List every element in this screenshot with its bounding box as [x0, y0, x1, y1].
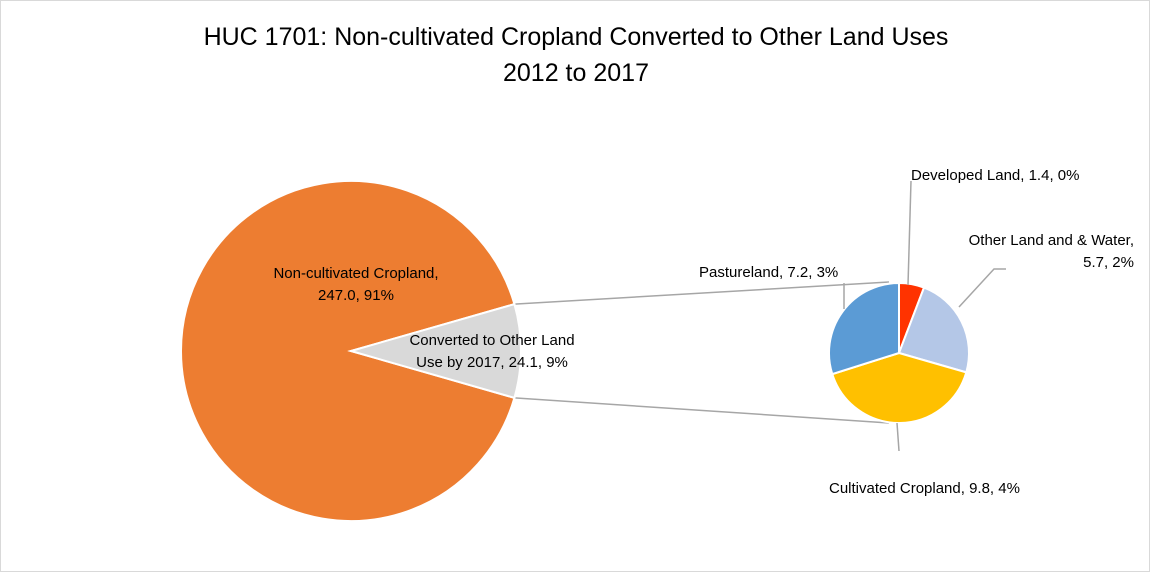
chart-title: HUC 1701: Non-cultivated Cropland Conver… — [203, 23, 949, 51]
data-labels: Non-cultivated Cropland, 247.0, 91% Conver… — [273, 167, 1134, 497]
main-pie — [179, 180, 522, 522]
connector-lines — [514, 281, 890, 424]
data-label-non-cultivated-cropland: Non-cultivated Cropland, 247.0, 91% — [273, 265, 438, 304]
secondary-pie — [828, 281, 970, 424]
leader-line-other-land-and-water — [958, 268, 1006, 308]
pie-slice-cultivated-cropland-9-8-4 — [831, 351, 968, 424]
pie-slice-other-land-and-water — [897, 286, 970, 374]
connector-line-top — [514, 281, 890, 305]
leader-line-developed-land-1-4-0 — [907, 180, 912, 286]
leader-lines — [843, 180, 1006, 452]
connector-line-bottom — [514, 397, 890, 424]
chart-subtitle: 2012 to 2017 — [503, 59, 649, 87]
data-label-converted-to-other-land: Converted to Other Land Use by 2017, 24.1… — [409, 332, 574, 371]
data-label-cultivated-cropland: Cultivated Cropland, 9.8, 4% — [829, 480, 1020, 497]
data-label-other-land-and-water: Other Land and & Water, 5.7, 2% — [969, 232, 1134, 271]
leader-line-cultivated-cropland-9-8-4 — [896, 422, 900, 452]
pie-slice-converted-to-other-land — [347, 302, 522, 400]
pie-slice-pastureland-7-2-3 — [828, 281, 900, 376]
data-label-pastureland: Pastureland, 7.2, 3% — [699, 264, 838, 281]
data-label-developed-land: Developed Land, 1.4, 0% — [911, 167, 1079, 184]
